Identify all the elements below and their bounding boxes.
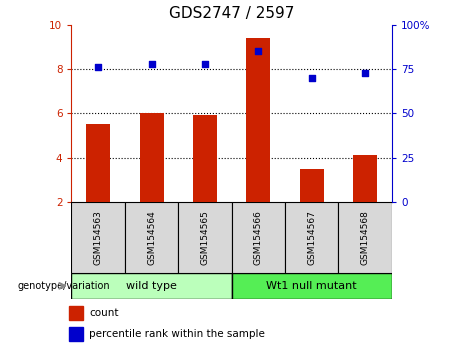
Bar (71, 273, 231, 299)
Bar (69, 306, 83, 320)
Point (201, 61, 209, 67)
Point (95, 64, 102, 70)
Bar (353, 155, 377, 202)
Bar (71, 202, 125, 273)
Text: genotype/variation: genotype/variation (18, 281, 111, 291)
Bar (246, 38, 270, 202)
Text: GSM154568: GSM154568 (361, 210, 370, 265)
Text: GSM154563: GSM154563 (94, 210, 103, 265)
Text: count: count (89, 308, 119, 318)
Bar (300, 169, 324, 202)
Text: GSM154564: GSM154564 (147, 210, 156, 264)
Bar (140, 113, 164, 202)
Bar (231, 202, 285, 273)
Text: wild type: wild type (126, 281, 177, 291)
Bar (178, 202, 231, 273)
Bar (231, 273, 392, 299)
Text: GSM154566: GSM154566 (254, 210, 263, 265)
Point (361, 70, 369, 75)
Point (148, 61, 155, 67)
Bar (86, 124, 110, 202)
Point (308, 75, 315, 81)
Bar (69, 327, 83, 341)
Text: Wt1 null mutant: Wt1 null mutant (266, 281, 357, 291)
Text: GSM154567: GSM154567 (307, 210, 316, 265)
Title: GDS2747 / 2597: GDS2747 / 2597 (169, 6, 294, 21)
Bar (338, 202, 392, 273)
Text: percentile rank within the sample: percentile rank within the sample (89, 329, 265, 339)
Bar (285, 202, 338, 273)
Bar (193, 115, 217, 202)
Bar (125, 202, 178, 273)
Text: GSM154565: GSM154565 (201, 210, 209, 265)
Point (254, 48, 262, 54)
